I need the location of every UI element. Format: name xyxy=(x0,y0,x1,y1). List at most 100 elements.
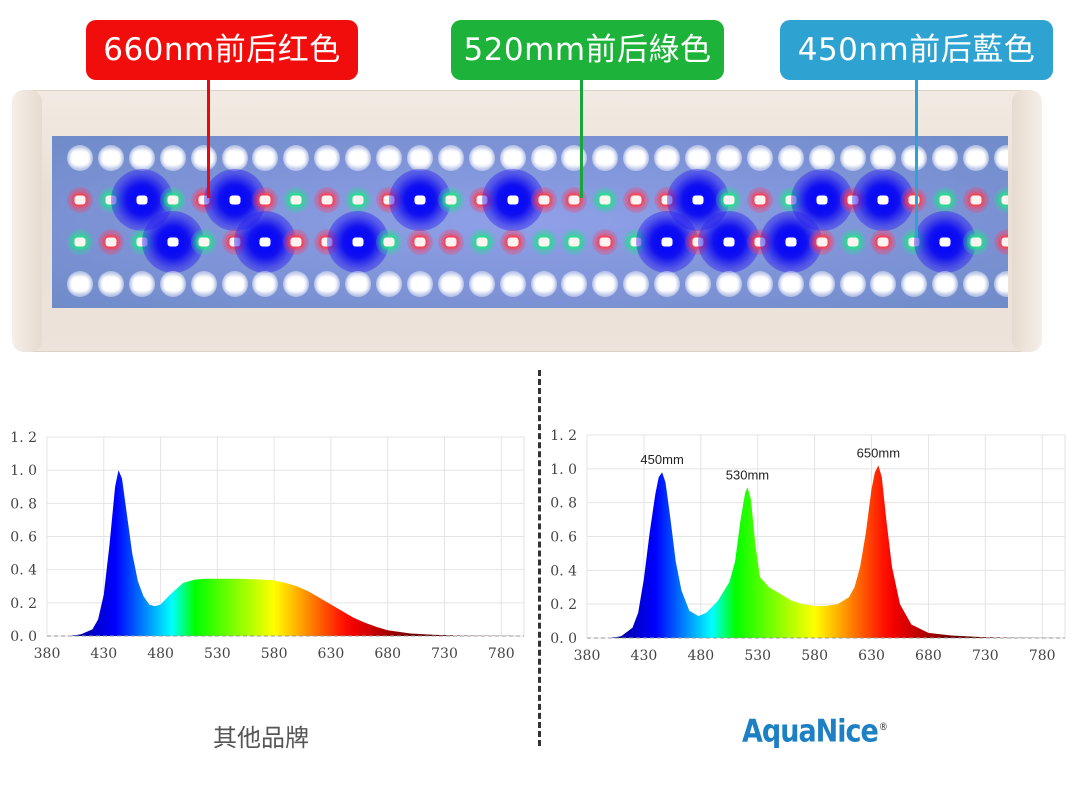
y-tick-label: 0. 0 xyxy=(10,629,37,645)
y-tick-label: 0. 2 xyxy=(550,597,577,613)
spectrum-chart-aquanice: 380 430 480 530 580 630 680 730 780 0. 0 0. 2 0. 4 0… xyxy=(545,420,1080,670)
white-led xyxy=(288,278,305,290)
white-led xyxy=(659,278,676,290)
white-led xyxy=(319,278,336,290)
red-led xyxy=(538,195,549,205)
white-led xyxy=(968,152,985,164)
green-led xyxy=(939,195,951,205)
blue-led xyxy=(785,237,797,247)
pointer-line-red xyxy=(207,80,210,198)
y-tick-label: 0. 8 xyxy=(550,496,577,512)
green-led xyxy=(538,237,549,247)
x-tick-label: 480 xyxy=(147,646,174,662)
green-led xyxy=(630,237,642,247)
blue-led xyxy=(414,195,426,205)
pointer-line-green xyxy=(580,80,583,198)
y-tick-label: 1. 0 xyxy=(10,463,37,479)
white-led xyxy=(844,278,861,290)
fixture-end-cap-right xyxy=(1012,90,1042,352)
red-led xyxy=(661,195,673,205)
white-led xyxy=(319,152,336,164)
white-led xyxy=(164,278,181,290)
y-tick-label: 1. 0 xyxy=(550,462,577,478)
x-tick-label: 530 xyxy=(744,648,771,664)
red-led xyxy=(599,237,611,247)
x-tick-label: 380 xyxy=(34,646,61,662)
red-led xyxy=(476,195,488,205)
green-led xyxy=(970,237,982,247)
green-led xyxy=(290,195,302,205)
white-led xyxy=(473,278,490,290)
registered-mark: ® xyxy=(878,721,888,734)
callout-660nm-red: 660nm前后红色 xyxy=(86,20,358,80)
red-led xyxy=(74,195,86,205)
green-led xyxy=(1001,195,1008,205)
red-led xyxy=(847,195,858,205)
blue-led xyxy=(229,195,240,205)
white-led xyxy=(288,152,305,164)
white-led xyxy=(720,278,737,290)
blue-led xyxy=(167,237,179,247)
white-led xyxy=(999,152,1008,164)
white-led xyxy=(381,278,397,290)
white-led xyxy=(659,152,676,164)
y-tick-label: 1. 2 xyxy=(10,430,37,446)
green-led xyxy=(74,237,86,247)
y-tick-label: 0. 0 xyxy=(550,631,577,647)
white-led xyxy=(473,152,490,164)
x-tick-label: 630 xyxy=(318,646,345,662)
white-led xyxy=(72,152,88,164)
white-led xyxy=(906,152,923,164)
red-led xyxy=(1001,237,1008,247)
white-led xyxy=(751,152,768,164)
y-tick-label: 0. 4 xyxy=(550,563,577,579)
green-led xyxy=(167,195,179,205)
red-led xyxy=(877,237,889,247)
y-tick-label: 0. 6 xyxy=(10,530,37,546)
pointer-line-blue xyxy=(915,80,918,238)
red-led xyxy=(321,237,333,247)
red-led xyxy=(970,195,982,205)
white-led xyxy=(411,278,428,290)
white-led xyxy=(597,152,614,164)
x-tick-label: 430 xyxy=(90,646,117,662)
white-led xyxy=(535,278,552,290)
white-led xyxy=(133,278,150,290)
white-led xyxy=(875,152,892,164)
white-led xyxy=(597,278,614,290)
white-led xyxy=(782,278,799,290)
red-led xyxy=(754,237,766,247)
blue-led xyxy=(259,237,271,247)
white-led xyxy=(968,278,985,290)
white-led xyxy=(628,278,645,290)
red-led xyxy=(507,237,519,247)
white-led xyxy=(937,278,954,290)
green-led xyxy=(847,237,858,247)
callout-520mm-green: 520mm前后綠色 xyxy=(451,20,724,80)
spectrum-chart-other-brand: 380 430 480 530 580 630 680 730 780 0. 0 0. 2 0. 4 0… xyxy=(0,420,535,670)
y-tick-label: 0. 4 xyxy=(10,563,37,579)
x-tick-label: 680 xyxy=(915,648,942,664)
red-led xyxy=(908,195,920,205)
blue-led xyxy=(136,195,148,205)
red-led xyxy=(321,195,333,205)
x-tick-label: 480 xyxy=(687,648,714,664)
white-led xyxy=(102,278,119,290)
x-tick-label: 680 xyxy=(374,646,401,662)
green-led xyxy=(352,195,364,205)
white-led xyxy=(937,152,954,164)
white-led xyxy=(257,278,274,290)
caption-other-brand: 其他品牌 xyxy=(213,724,309,752)
white-led xyxy=(875,278,892,290)
red-led xyxy=(630,195,642,205)
green-led xyxy=(599,195,611,205)
callout-label: 520mm前后綠色 xyxy=(463,32,712,68)
logo-text: AquaNice xyxy=(742,713,879,750)
y-tick-label: 0. 8 xyxy=(10,496,37,512)
x-tick-label: 730 xyxy=(972,648,999,664)
white-led xyxy=(628,152,645,164)
green-led xyxy=(136,237,148,247)
callout-label: 450nm前后藍色 xyxy=(797,32,1036,68)
white-led xyxy=(72,278,88,290)
callout-450nm-blue: 450nm前后藍色 xyxy=(780,20,1053,80)
